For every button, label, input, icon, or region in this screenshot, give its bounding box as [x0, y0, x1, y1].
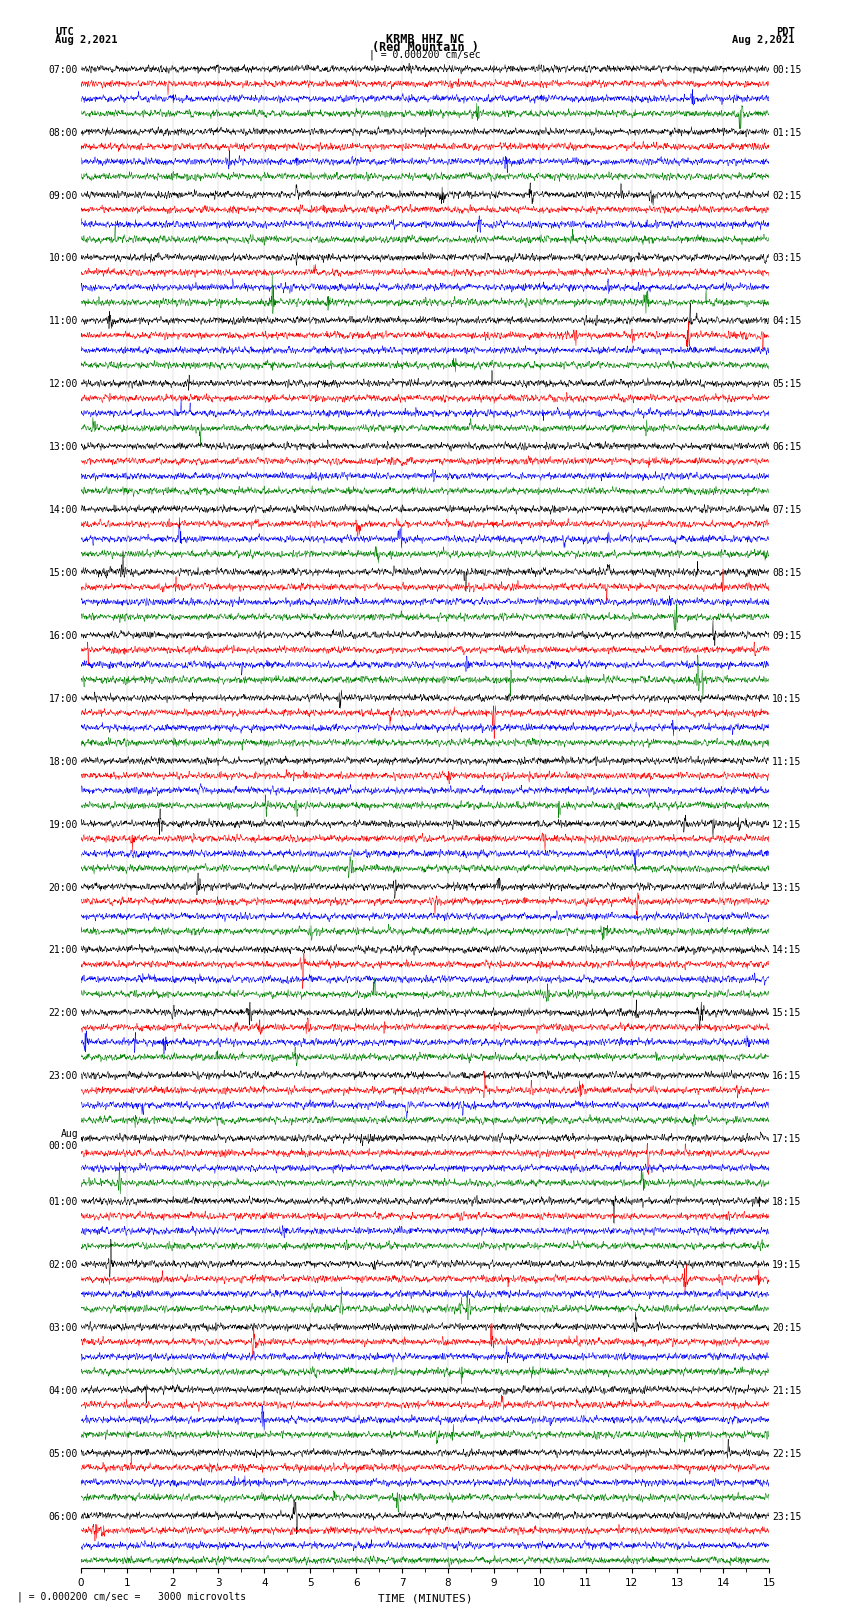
Text: Aug 2,2021: Aug 2,2021: [732, 35, 795, 45]
Text: UTC: UTC: [55, 26, 74, 37]
X-axis label: TIME (MINUTES): TIME (MINUTES): [377, 1594, 473, 1603]
Text: PDT: PDT: [776, 26, 795, 37]
Text: Aug 2,2021: Aug 2,2021: [55, 35, 118, 45]
Text: | = 0.000200 cm/sec: | = 0.000200 cm/sec: [369, 50, 481, 60]
Text: | = 0.000200 cm/sec =   3000 microvolts: | = 0.000200 cm/sec = 3000 microvolts: [17, 1590, 246, 1602]
Text: KRMB HHZ NC: KRMB HHZ NC: [386, 32, 464, 47]
Text: (Red Mountain ): (Red Mountain ): [371, 40, 479, 55]
